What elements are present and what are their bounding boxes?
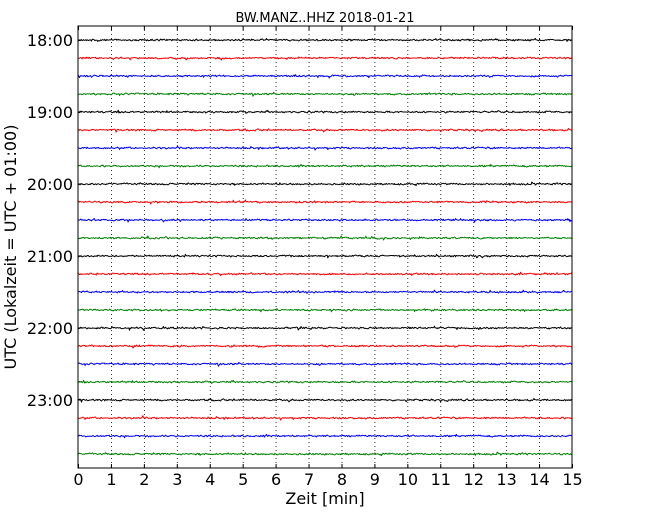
y-tick-label: 18:00	[27, 31, 73, 50]
y-tick-label: 19:00	[27, 103, 73, 122]
trace-line	[77, 397, 573, 403]
trace-line	[77, 109, 573, 114]
plot-frame	[77, 25, 573, 469]
chart-title: BW.MANZ..HHZ 2018-01-21	[235, 11, 414, 26]
grid-lines	[111, 26, 540, 468]
x-tick-label: 4	[205, 470, 215, 489]
x-tick-label: 0	[73, 470, 83, 489]
trace-line	[77, 379, 573, 384]
trace-line	[77, 271, 573, 277]
x-tick-label: 6	[271, 470, 281, 489]
x-tick-label: 10	[398, 470, 418, 489]
trace-line	[77, 289, 573, 294]
y-tick-label: 20:00	[27, 175, 73, 194]
x-tick-label: 5	[238, 470, 248, 489]
y-axis-label: UTC (Lokalzeit = UTC + 01:00)	[1, 125, 20, 370]
axis-ticks: 0 1 2 3 4 5 6 7 8 9 10 11 12 13 14 1518:0019:0020:0021:…	[27, 26, 583, 489]
x-tick-label: 11	[431, 470, 451, 489]
trace-line	[77, 308, 573, 313]
x-tick-label: 3	[172, 470, 182, 489]
x-tick-label: 8	[337, 470, 347, 489]
x-axis-label: Zeit [min]	[285, 489, 364, 508]
trace-line	[77, 37, 573, 42]
trace-line	[77, 181, 573, 187]
trace-group	[77, 37, 573, 457]
x-tick-label: 14	[529, 470, 549, 489]
trace-line	[77, 74, 573, 79]
trace-line	[77, 91, 573, 97]
trace-line	[77, 415, 573, 421]
y-tick-label: 21:00	[27, 247, 73, 266]
trace-line	[77, 325, 573, 331]
y-tick-label: 23:00	[27, 391, 73, 410]
trace-line	[77, 361, 573, 367]
trace-line	[77, 235, 573, 241]
trace-line	[77, 344, 573, 349]
trace-line	[77, 433, 573, 439]
x-tick-label: 2	[139, 470, 149, 489]
trace-line	[77, 451, 573, 457]
trace-line	[77, 217, 573, 223]
x-tick-label: 12	[464, 470, 484, 489]
trace-line	[77, 145, 573, 151]
trace-line	[77, 163, 573, 169]
trace-line	[77, 199, 573, 205]
trace-line	[77, 56, 573, 61]
x-tick-label: 9	[370, 470, 380, 489]
y-tick-label: 22:00	[27, 319, 73, 338]
x-tick-label: 15	[562, 470, 582, 489]
x-tick-label: 1	[106, 470, 116, 489]
trace-line	[77, 253, 573, 259]
x-tick-label: 13	[496, 470, 516, 489]
x-tick-label: 7	[304, 470, 314, 489]
trace-line	[77, 127, 573, 133]
